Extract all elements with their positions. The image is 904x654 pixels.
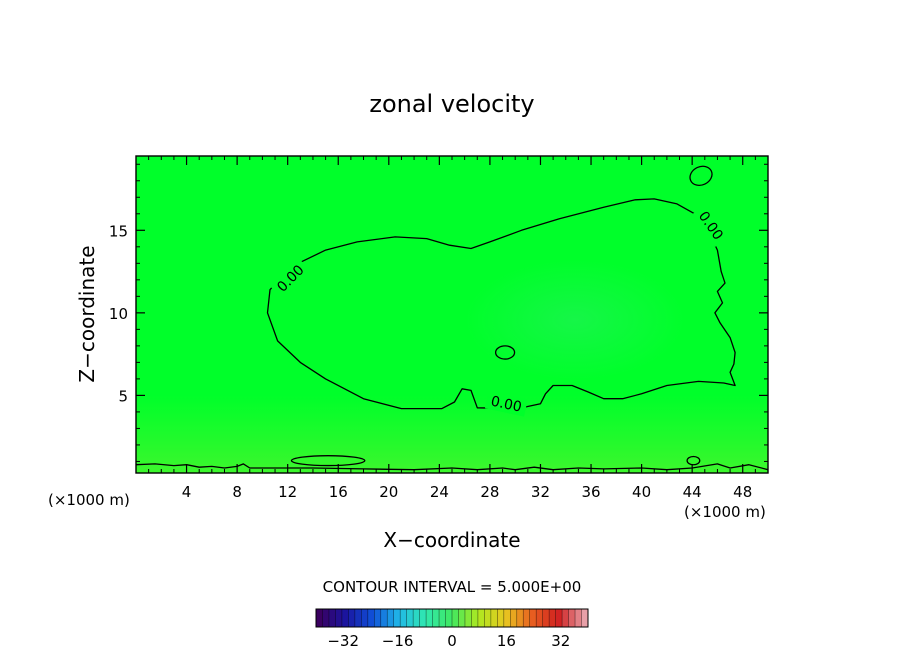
x-unit-right: (×1000 m) <box>684 503 766 521</box>
colorbar-cell <box>374 609 382 627</box>
x-tick-label: 48 <box>733 483 752 501</box>
contour-bottom <box>136 463 768 471</box>
colorbar-cell <box>497 609 505 627</box>
colorbar-cell <box>484 609 492 627</box>
colorbar-cell <box>471 609 479 627</box>
colorbar-cell <box>503 609 511 627</box>
contour-label-bg <box>269 257 311 299</box>
colorbar-tick-label: −16 <box>382 632 414 650</box>
colorbar-cell <box>464 609 472 627</box>
colorbar-cell <box>562 609 569 627</box>
y-tick-label: 5 <box>118 387 128 405</box>
colorbar-cell <box>316 609 323 627</box>
contour-label-bg <box>484 390 528 417</box>
y-axis-ticks: 5 10 15 <box>109 163 768 462</box>
x-tick-label: 16 <box>329 483 348 501</box>
plot-area: 0.000.000.00 4 8 12 16 20 24 28 32 36 40 44 48 5101… <box>109 155 769 501</box>
x-unit-left: (×1000 m) <box>48 491 130 509</box>
colorbar-frame <box>315 608 589 628</box>
chart-title: zonal velocity <box>369 90 534 118</box>
shading-lower <box>136 395 768 473</box>
colorbar-cell <box>335 609 343 627</box>
colorbar-cell <box>549 609 556 627</box>
contour-zero-main <box>266 198 736 410</box>
colorbar-tick-label: 0 <box>447 632 457 650</box>
contour-loop-low-right <box>686 455 701 466</box>
x-tick-label: 4 <box>182 483 192 501</box>
colorbar-cell <box>516 609 524 627</box>
colorbar-cell <box>341 609 349 627</box>
colorbar-cell <box>406 609 414 627</box>
colorbar-cell <box>452 609 459 627</box>
x-tick-label: 28 <box>480 483 499 501</box>
colorbar-cell <box>536 609 543 627</box>
x-axis-ticks: 4 8 12 16 20 24 28 32 36 40 44 48 <box>148 156 756 501</box>
colorbar-cell <box>477 609 485 627</box>
colorbar-cell <box>523 609 531 627</box>
y-tick-label: 15 <box>109 222 128 240</box>
colorbar-cell <box>419 609 427 627</box>
colorbar-cell <box>529 609 537 627</box>
colorbar-cell <box>348 609 356 627</box>
colorbar-cell <box>322 609 330 627</box>
colorbar-cell <box>380 609 388 627</box>
colorbar: −32 −16 0 16 32 <box>315 608 589 650</box>
x-tick-label: 8 <box>232 483 242 501</box>
colorbar-tick-label: 32 <box>551 632 570 650</box>
x-tick-label: 36 <box>581 483 600 501</box>
colorbar-cell <box>439 609 446 627</box>
contour-loop-mid <box>494 345 516 360</box>
colorbar-cell <box>426 609 433 627</box>
shading-upper <box>465 260 685 380</box>
colorbar-cell <box>328 609 336 627</box>
x-tick-label: 40 <box>632 483 651 501</box>
contour-label-bg <box>692 203 730 247</box>
x-tick-label: 44 <box>683 483 702 501</box>
colorbar-cell <box>413 609 420 627</box>
colorbar-cell <box>393 609 401 627</box>
contour-interval: CONTOUR INTERVAL = 5.000E+00 <box>323 578 582 596</box>
colorbar-cell <box>400 609 407 627</box>
colorbar-cell <box>490 609 498 627</box>
colorbar-cell <box>432 609 440 627</box>
x-tick-label: 12 <box>278 483 297 501</box>
colorbar-cell <box>575 609 582 627</box>
colorbar-cell <box>458 609 466 627</box>
colorbar-cell <box>568 609 576 627</box>
colorbar-cell <box>367 609 375 627</box>
x-axis-label: X−coordinate <box>383 528 520 552</box>
colorbar-cell <box>542 609 550 627</box>
colorbar-cell <box>555 609 563 627</box>
y-axis-label: Z−coordinate <box>75 245 99 382</box>
y-tick-label: 10 <box>109 305 128 323</box>
colorbar-cell <box>387 609 395 627</box>
x-tick-label: 32 <box>531 483 550 501</box>
x-tick-label: 24 <box>430 483 449 501</box>
colorbar-cell <box>510 609 518 627</box>
colorbar-tick-label: −32 <box>327 632 359 650</box>
contour-label: 0.00 <box>489 394 523 416</box>
colorbar-cell <box>445 609 453 627</box>
x-tick-label: 20 <box>379 483 398 501</box>
colorbar-tick-label: 16 <box>497 632 516 650</box>
contour-loop-top-right <box>689 165 713 186</box>
colorbar-cell <box>361 609 369 627</box>
colorbar-cell <box>354 609 362 627</box>
contour-loop-low-left <box>290 455 366 467</box>
colorbar-cell <box>581 609 589 627</box>
